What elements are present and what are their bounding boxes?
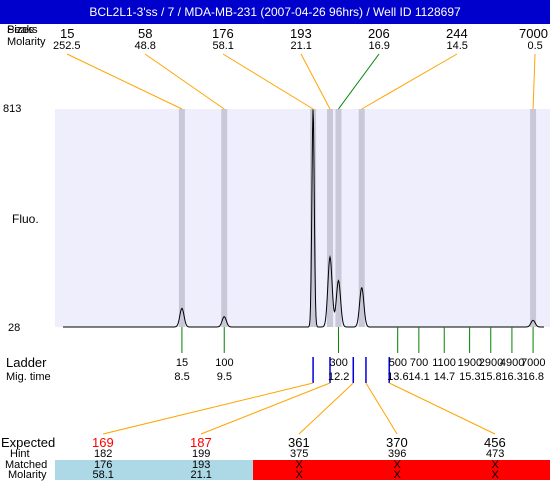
peak-size-label: 15 bbox=[60, 26, 75, 41]
y-max-label: 813 bbox=[3, 103, 22, 115]
expected-value: 456 bbox=[484, 435, 506, 450]
plot-area bbox=[55, 109, 550, 327]
peak-size-label: 58 bbox=[138, 26, 153, 41]
hint-value: 375 bbox=[290, 448, 309, 460]
expected-callout-line bbox=[200, 382, 331, 435]
trace-layer bbox=[63, 109, 544, 328]
matched-value: X bbox=[491, 459, 499, 471]
peak-callout-line bbox=[300, 53, 331, 110]
expected-callout-line bbox=[389, 382, 496, 435]
ladder-time-label: 15.3 bbox=[459, 371, 481, 383]
peak-bands bbox=[178, 109, 537, 327]
ladder-time-label: 15.8 bbox=[480, 371, 502, 383]
y-axis-label: Fluo. bbox=[12, 212, 39, 226]
peak-molarity-label: 16.9 bbox=[368, 40, 390, 52]
peak-callout-line bbox=[532, 53, 536, 110]
hint-value: 199 bbox=[192, 448, 211, 460]
ladder-size-label: 100 bbox=[215, 357, 234, 369]
ladder-size-label: 7000 bbox=[521, 357, 546, 369]
ladder-time-label: 14.7 bbox=[433, 371, 456, 383]
title-bar: BCL2L1-3'ss / 7 / MDA-MB-231 (2007-04-26… bbox=[0, 0, 550, 24]
matched-value: X bbox=[295, 459, 303, 471]
hint-value: 473 bbox=[486, 448, 505, 460]
peak-callout-line bbox=[66, 53, 183, 110]
peak-size-label: 193 bbox=[290, 26, 312, 41]
sizes-label: Sizes bbox=[7, 24, 34, 36]
molarity-value: X bbox=[491, 469, 499, 481]
peak-molarity-label: 58.1 bbox=[212, 40, 234, 52]
peak-band bbox=[530, 109, 537, 327]
molarity-value: X bbox=[295, 469, 303, 481]
ladder-size-label: 300 bbox=[329, 357, 348, 369]
molarity-value: 21.1 bbox=[190, 469, 212, 481]
peak-band bbox=[335, 109, 342, 327]
expected-value: 187 bbox=[190, 435, 212, 450]
peak-molarity-label: 0.5 bbox=[527, 40, 543, 52]
peak-size-label: 176 bbox=[212, 26, 234, 41]
hint-value: 396 bbox=[388, 448, 407, 460]
peak-molarity-label: 21.1 bbox=[290, 40, 312, 52]
molarity-label-top: Molarity bbox=[7, 36, 46, 48]
matched-value: X bbox=[393, 459, 401, 471]
expected-markers bbox=[102, 357, 496, 435]
chart-title: BCL2L1-3'ss / 7 / MDA-MB-231 (2007-04-26… bbox=[89, 5, 461, 19]
ladder-time-label: 16.8 bbox=[522, 371, 544, 383]
peaks-label: Peaks bbox=[7, 24, 38, 36]
expected-callout-line bbox=[102, 382, 314, 435]
ladder-size-label: 1100 bbox=[432, 357, 456, 369]
matched-label: Matched bbox=[5, 459, 48, 471]
ladder-size-label: 700 bbox=[409, 357, 429, 369]
peak-molarity-label: 48.8 bbox=[134, 40, 156, 52]
peak-callout-line bbox=[361, 53, 458, 110]
molarity-value: 58.1 bbox=[92, 469, 114, 481]
peak-band bbox=[358, 109, 365, 327]
peak-molarity-label: 252.5 bbox=[53, 40, 81, 52]
expected-value: 169 bbox=[92, 435, 114, 450]
molarity-value: X bbox=[393, 469, 401, 481]
expected-callout-line bbox=[365, 382, 398, 435]
hint-value: 182 bbox=[94, 448, 113, 460]
ladder-time-label: 12.2 bbox=[327, 371, 350, 383]
ladder-time-label: 9.5 bbox=[216, 371, 233, 383]
expected-label: Expected bbox=[1, 435, 56, 450]
expected-value: 361 bbox=[288, 435, 310, 450]
unmatched-cell-bg bbox=[253, 460, 550, 480]
ladder-time-label: 8.5 bbox=[174, 371, 190, 383]
ladder-time-label: 16.3 bbox=[501, 371, 523, 383]
ladder-label: Ladder bbox=[6, 355, 47, 370]
ladder-size-label: 1900 bbox=[457, 357, 483, 369]
peak-band bbox=[178, 109, 185, 327]
ladder-size-label: 500 bbox=[388, 357, 408, 369]
peak-molarity-label: 14.5 bbox=[446, 40, 468, 52]
expected-callout-line bbox=[298, 382, 354, 435]
matched-value: 193 bbox=[192, 459, 211, 471]
peak-band bbox=[310, 109, 317, 327]
expected-value: 370 bbox=[386, 435, 408, 450]
peak-callout-lines bbox=[66, 53, 536, 110]
ladder-size-label: 2900 bbox=[478, 357, 504, 369]
plot-background bbox=[55, 109, 550, 327]
peak-size-label: 7000 bbox=[519, 26, 548, 41]
matched-cell-bg bbox=[55, 460, 253, 480]
y-min-label: 28 bbox=[8, 322, 21, 334]
peak-size-label: 244 bbox=[446, 26, 468, 41]
migtime-label: Mig. time bbox=[6, 371, 51, 383]
ladder-time-label: 13.6 bbox=[387, 371, 409, 383]
peak-band bbox=[221, 109, 228, 327]
peak-band bbox=[327, 109, 333, 327]
match-table-cells bbox=[55, 460, 550, 480]
peak-size-label: 206 bbox=[368, 26, 390, 41]
molarity-label-bottom: Molarity bbox=[8, 469, 47, 481]
trace-line bbox=[63, 109, 544, 328]
ladder-size-label: 15 bbox=[175, 357, 189, 369]
ladder-size-label: 4900 bbox=[499, 357, 525, 369]
ladder-time-label: 14.1 bbox=[408, 371, 430, 383]
peak-callout-line bbox=[222, 53, 314, 110]
peak-callout-line bbox=[144, 53, 225, 110]
ladder-ticks bbox=[181, 327, 534, 353]
peak-callout-line bbox=[338, 53, 380, 110]
matched-value: 176 bbox=[94, 459, 113, 471]
hint-label: Hint bbox=[10, 448, 30, 460]
